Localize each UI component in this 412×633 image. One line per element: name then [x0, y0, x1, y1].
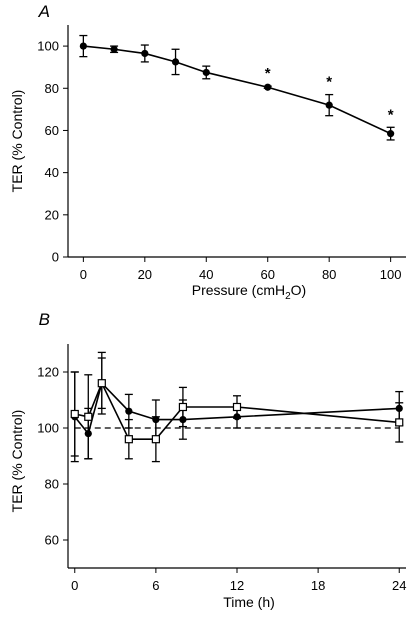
chart0-y-axis-label: TER (% Control) [9, 90, 25, 193]
chart0-significance-marker: * [265, 65, 271, 82]
chart0-x-tick-label: 100 [380, 267, 402, 282]
chart1-y-tick-label: 80 [45, 477, 59, 492]
chart0-series0-point [79, 42, 87, 50]
chart1-series1-point [97, 379, 106, 388]
chart0-x-axis-label-main: Pressure (cmH [192, 282, 285, 298]
chart0-x-axis-label-end: O) [291, 282, 307, 298]
chart1-series1-point [84, 412, 93, 421]
chart0-x-axis-label-sub: 2 [285, 291, 291, 302]
chart0-significance-marker: * [388, 106, 394, 123]
chart0-significance-marker: * [326, 74, 332, 91]
chart0-x-tick-label: 40 [199, 267, 213, 282]
chart0-series0-line [83, 45, 391, 135]
chart1-series0-line [74, 381, 400, 436]
chart0-x-tick-label: 20 [138, 267, 152, 282]
chart1-series0-point [125, 407, 133, 415]
chart1-x-tick-label: 0 [71, 578, 78, 593]
chart1-series1-point [395, 418, 404, 427]
chart1-panel-label: B [39, 310, 50, 329]
chart1-y-tick-label: 120 [37, 365, 59, 380]
chart1-x-tick-label: 6 [152, 578, 159, 593]
chart1-x-tick-label: 18 [311, 578, 325, 593]
chart0-y-tick-label: 80 [45, 81, 59, 96]
chart0-series0-point [141, 49, 149, 58]
chart1-series1-point [178, 402, 188, 412]
chart0-x-tick-label: 80 [322, 267, 336, 282]
chart1-series1-point [151, 435, 160, 444]
chart0-series0-point [202, 68, 210, 77]
chart1-x-axis-label: Time (h) [223, 594, 275, 610]
chart0-series0-point [110, 45, 118, 53]
chart0-x-tick-label: 0 [80, 267, 87, 282]
chart1-series1-line [74, 381, 400, 441]
chart1-series1-point [232, 402, 242, 412]
chart1-x-tick-label: 12 [230, 578, 244, 593]
chart1-y-axis-label: TER (% Control) [9, 410, 25, 513]
chart1-series1-point [124, 435, 133, 444]
chart1-x-tick-label: 24 [392, 578, 406, 593]
chart0-y-tick-label: 20 [45, 207, 59, 222]
chart1-series1-point [70, 409, 79, 419]
chart0-panel-label: A [38, 2, 50, 21]
chart0-y-tick-label: 0 [52, 250, 59, 265]
chart0-y-tick-label: 60 [45, 123, 59, 138]
chart1-y-tick-label: 100 [37, 421, 59, 436]
chart0-series0-point [325, 101, 333, 109]
chart0-x-tick-label: 60 [260, 267, 274, 282]
chart1-y-tick-label: 60 [45, 533, 59, 548]
chart0-series0-point [387, 130, 395, 138]
chart0-series0-point [171, 58, 180, 66]
chart0-series0-point [264, 83, 272, 91]
chart0-y-tick-label: 100 [37, 39, 59, 54]
chart0-x-axis-label: Pressure (cmH2O) [192, 282, 306, 302]
chart0-y-tick-label: 40 [45, 165, 59, 180]
